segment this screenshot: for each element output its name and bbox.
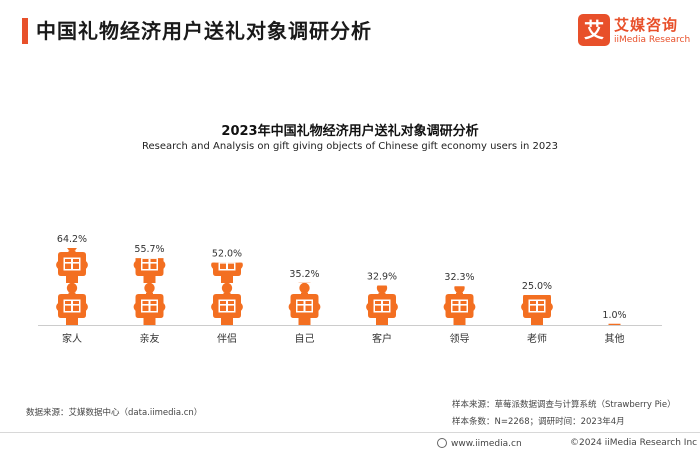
data-label: 32.9%: [367, 272, 397, 283]
x-tick-label: 老师: [527, 332, 547, 345]
x-tick-label: 亲友: [140, 332, 160, 345]
x-tick-label: 客户: [372, 332, 392, 345]
logo-mark-icon: 艾: [578, 14, 610, 46]
person-gift-icon: [211, 262, 243, 285]
x-tick-label: 自己: [295, 332, 315, 345]
globe-icon: [437, 438, 447, 448]
person-gift-icon: [211, 281, 243, 325]
brand-logo: 艾 艾媒咨询 iiMedia Research: [578, 14, 690, 50]
person-gift-icon: [56, 281, 88, 325]
data-label: 35.2%: [289, 269, 319, 280]
x-tick-label: 家人: [62, 332, 82, 345]
pictograph-chart: 64.2% 家人 55.7% 亲友 52.0% 伴侣 35.2% 自己 32.9% 客户 32.3%…: [38, 234, 662, 345]
data-label: 25.0%: [522, 281, 552, 292]
data-label: 1.0%: [602, 310, 626, 321]
data-label: 32.3%: [444, 272, 474, 283]
footer-website[interactable]: www.iimedia.cn: [437, 438, 522, 449]
bar-家人: [56, 247, 88, 325]
footer-copyright: ©2024 iiMedia Research Inc: [570, 438, 698, 448]
x-tick-label: 领导: [450, 332, 470, 345]
person-gift-icon: [600, 241, 629, 283]
person-gift-icon: [56, 247, 88, 285]
sample-source-note: 样本来源：草莓派数据调查与计算系统（Strawberry Pie）: [452, 400, 676, 410]
logo-name-en: iiMedia Research: [614, 35, 691, 45]
person-gift-icon: [443, 286, 476, 325]
chart-subtitle: Research and Analysis on gift giving obj…: [141, 141, 559, 152]
bar-客户: [366, 285, 398, 325]
page-title: 中国礼物经济用户送礼对象调研分析: [36, 19, 372, 43]
website-link[interactable]: www.iimedia.cn: [451, 439, 522, 449]
data-label: 55.7%: [134, 244, 164, 255]
chart-title: 2023年中国礼物经济用户送礼对象调研分析: [221, 124, 479, 139]
person-gift-icon: [133, 281, 166, 325]
x-tick-label: 其他: [605, 332, 625, 345]
data-source-note: 数据来源：艾媒数据中心（data.iimedia.cn）: [26, 408, 203, 418]
person-gift-icon: [366, 285, 398, 325]
person-gift-icon: [523, 241, 552, 283]
data-label: 52.0%: [212, 249, 242, 260]
title-accent-bar: [22, 18, 28, 44]
person-gift-icon: [288, 282, 321, 326]
logo-name-cn: 艾媒咨询: [614, 16, 679, 34]
x-tick-label: 伴侣: [217, 332, 237, 345]
data-label: 64.2%: [57, 234, 87, 245]
sample-info-note: 样本条数：N=2268；调研时间：2023年4月: [452, 417, 625, 427]
bar-自己: [288, 282, 321, 326]
footer: 数据来源：艾媒数据中心（data.iimedia.cn） www.iimedia…: [0, 408, 700, 456]
